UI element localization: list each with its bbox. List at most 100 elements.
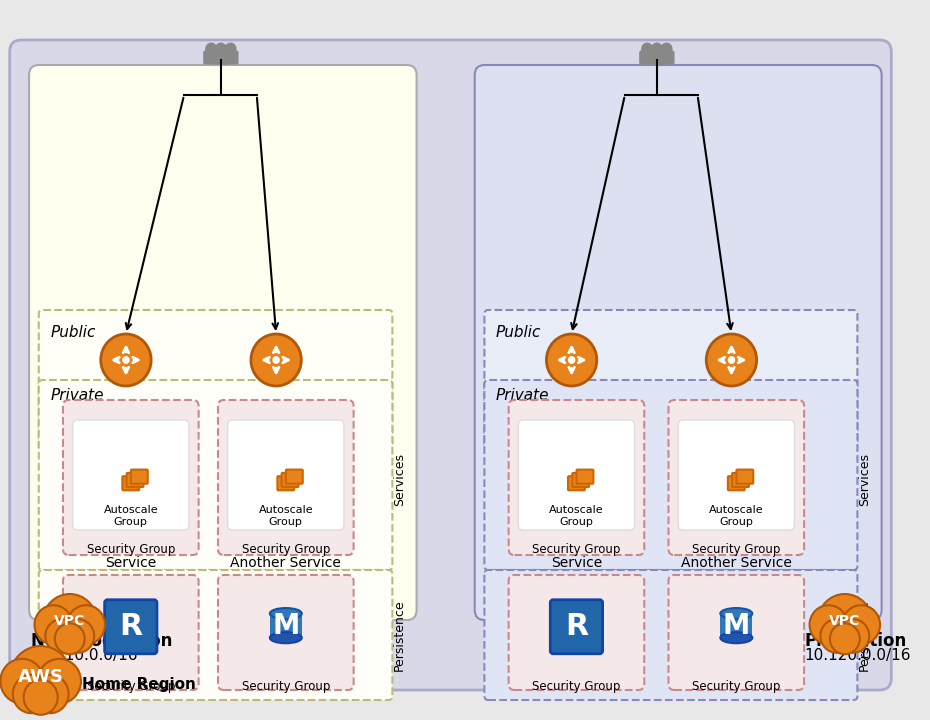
Text: Private: Private	[496, 388, 550, 403]
FancyBboxPatch shape	[509, 575, 644, 690]
Circle shape	[547, 334, 597, 386]
Text: Security Group: Security Group	[692, 680, 780, 693]
FancyBboxPatch shape	[9, 40, 891, 690]
Text: M: M	[272, 612, 299, 639]
Circle shape	[100, 334, 152, 386]
Circle shape	[251, 334, 301, 386]
FancyBboxPatch shape	[737, 469, 753, 484]
Circle shape	[225, 43, 236, 54]
Text: Services: Services	[857, 454, 870, 506]
FancyBboxPatch shape	[213, 50, 229, 65]
FancyBboxPatch shape	[270, 613, 302, 638]
FancyBboxPatch shape	[39, 380, 392, 570]
FancyBboxPatch shape	[678, 420, 794, 530]
Circle shape	[67, 606, 105, 644]
Circle shape	[122, 356, 129, 364]
Text: Security Group: Security Group	[242, 543, 330, 556]
Text: 10.110.0.0/16: 10.110.0.0/16	[31, 648, 138, 663]
FancyBboxPatch shape	[228, 420, 344, 530]
FancyBboxPatch shape	[204, 50, 219, 65]
FancyBboxPatch shape	[485, 570, 857, 700]
FancyBboxPatch shape	[63, 400, 199, 555]
Text: M: M	[723, 612, 750, 639]
Circle shape	[817, 594, 872, 650]
Text: Not Production: Not Production	[31, 632, 172, 650]
FancyBboxPatch shape	[131, 469, 148, 484]
Text: Service: Service	[551, 556, 602, 570]
FancyBboxPatch shape	[551, 600, 603, 654]
Text: Another Service: Another Service	[231, 556, 341, 570]
Circle shape	[837, 619, 870, 653]
Text: Home Region: Home Region	[83, 678, 196, 693]
Circle shape	[568, 356, 576, 364]
Circle shape	[32, 675, 69, 714]
Text: VPC: VPC	[830, 614, 860, 628]
Circle shape	[642, 43, 653, 54]
Text: Public: Public	[50, 325, 96, 340]
Circle shape	[9, 646, 72, 710]
Ellipse shape	[270, 608, 302, 619]
Circle shape	[46, 619, 78, 653]
FancyBboxPatch shape	[123, 476, 140, 490]
Text: 10.120.0.0/16: 10.120.0.0/16	[804, 648, 910, 663]
FancyBboxPatch shape	[277, 476, 294, 490]
Text: Security Group: Security Group	[692, 543, 780, 556]
Circle shape	[43, 594, 97, 650]
Circle shape	[0, 659, 44, 703]
Text: Autoscale
Group: Autoscale Group	[259, 505, 313, 526]
Text: Another Service: Another Service	[681, 556, 791, 570]
FancyBboxPatch shape	[73, 420, 189, 530]
FancyBboxPatch shape	[577, 469, 593, 484]
FancyBboxPatch shape	[509, 400, 644, 555]
Text: Persistence: Persistence	[857, 599, 870, 671]
FancyBboxPatch shape	[474, 65, 882, 620]
FancyBboxPatch shape	[721, 613, 752, 638]
FancyBboxPatch shape	[669, 575, 804, 690]
Circle shape	[206, 43, 217, 54]
Circle shape	[820, 619, 853, 653]
FancyBboxPatch shape	[126, 473, 143, 487]
FancyBboxPatch shape	[572, 473, 589, 487]
Text: Persistence: Persistence	[392, 599, 405, 671]
Text: Security Group: Security Group	[86, 680, 175, 693]
Text: VPC: VPC	[54, 614, 86, 628]
Circle shape	[842, 606, 880, 644]
FancyBboxPatch shape	[29, 65, 417, 620]
Text: Security Group: Security Group	[242, 680, 330, 693]
FancyBboxPatch shape	[728, 476, 745, 490]
Circle shape	[830, 624, 859, 654]
Text: Autoscale
Group: Autoscale Group	[709, 505, 764, 526]
Circle shape	[13, 675, 50, 714]
FancyBboxPatch shape	[732, 473, 749, 487]
Circle shape	[61, 619, 94, 653]
FancyBboxPatch shape	[105, 600, 157, 654]
Text: Production: Production	[804, 632, 907, 650]
Ellipse shape	[721, 632, 752, 643]
Text: R: R	[119, 612, 142, 642]
Text: Autoscale
Group: Autoscale Group	[549, 505, 604, 526]
Circle shape	[727, 356, 736, 364]
FancyBboxPatch shape	[639, 50, 655, 65]
Circle shape	[661, 43, 671, 54]
Circle shape	[23, 680, 58, 715]
Text: Autoscale
Group: Autoscale Group	[103, 505, 158, 526]
Circle shape	[652, 43, 662, 54]
FancyBboxPatch shape	[485, 310, 857, 450]
Circle shape	[37, 659, 81, 703]
Circle shape	[809, 606, 847, 644]
Circle shape	[216, 43, 226, 54]
FancyBboxPatch shape	[485, 380, 857, 570]
Text: Services: Services	[392, 454, 405, 506]
FancyBboxPatch shape	[568, 476, 585, 490]
FancyBboxPatch shape	[39, 570, 392, 700]
Text: Security Group: Security Group	[532, 680, 620, 693]
Text: Security Group: Security Group	[86, 543, 175, 556]
Text: Public: Public	[496, 325, 541, 340]
Circle shape	[706, 334, 757, 386]
Circle shape	[272, 356, 280, 364]
FancyBboxPatch shape	[218, 575, 353, 690]
Text: AWS: AWS	[18, 668, 63, 686]
FancyBboxPatch shape	[39, 310, 392, 450]
Circle shape	[34, 606, 73, 644]
FancyBboxPatch shape	[518, 420, 634, 530]
